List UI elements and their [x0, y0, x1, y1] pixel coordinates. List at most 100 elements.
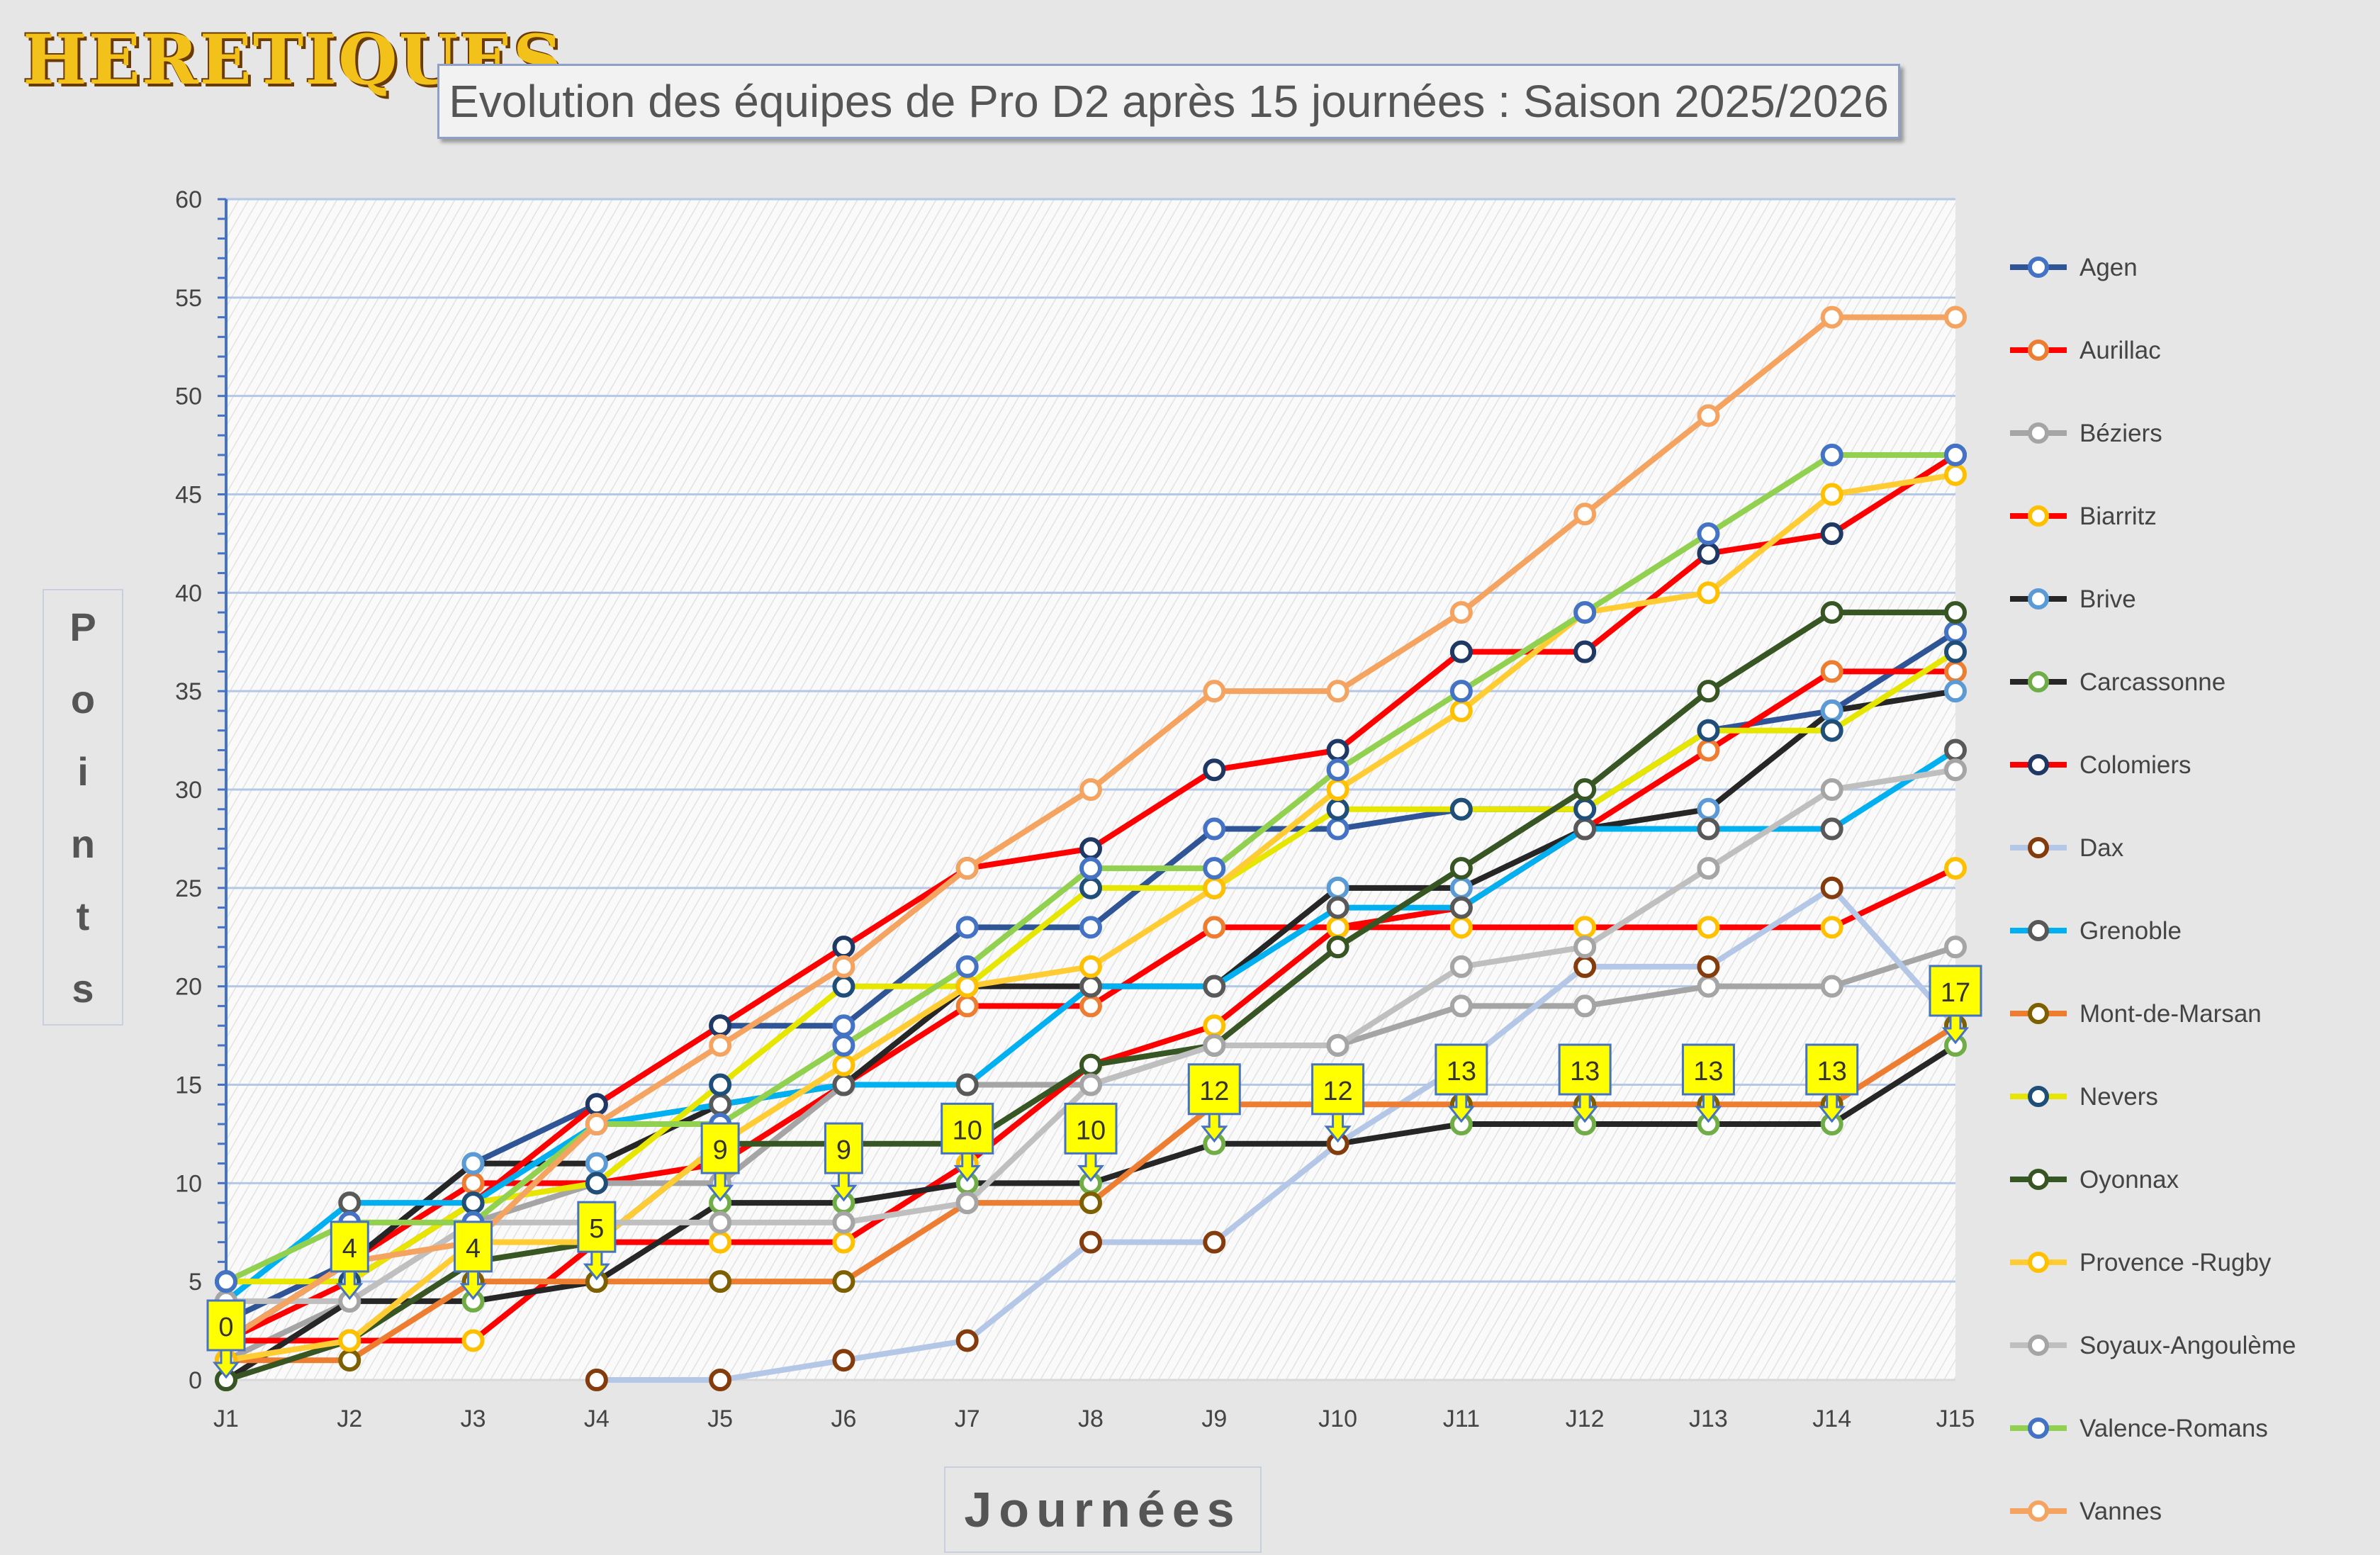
- data-point: [1944, 443, 1967, 466]
- data-point: [709, 1073, 732, 1096]
- legend-item: Mont-de-Marsan: [2010, 1000, 2262, 1028]
- legend-label: Soyaux-Angoulème: [2079, 1332, 2296, 1359]
- data-point: [1079, 1053, 1102, 1077]
- data-point: [1079, 994, 1102, 1018]
- x-tick-label: J12: [1566, 1405, 1605, 1432]
- data-point: [585, 1113, 608, 1136]
- data-point: [955, 1191, 979, 1215]
- svg-text:10: 10: [953, 1116, 982, 1145]
- legend-label: Dax: [2079, 834, 2124, 862]
- data-point: [832, 1230, 855, 1254]
- y-axis-label-letter: n: [70, 821, 96, 866]
- svg-text:17: 17: [1941, 978, 1970, 1008]
- callout-label: 12: [1311, 1063, 1365, 1143]
- data-point: [1326, 778, 1349, 801]
- legend-label: Nevers: [2079, 1083, 2158, 1111]
- data-point: [1079, 837, 1102, 860]
- data-point: [1203, 817, 1226, 841]
- legend-label: Valence-Romans: [2079, 1415, 2268, 1442]
- data-point: [1326, 739, 1349, 762]
- y-tick-label: 45: [175, 482, 202, 509]
- legend-marker: [2028, 754, 2049, 775]
- legend-marker: [2028, 422, 2049, 444]
- data-point: [585, 1152, 608, 1175]
- data-point: [1449, 699, 1473, 722]
- data-point: [1326, 1033, 1349, 1057]
- x-tick-label: J14: [1812, 1405, 1851, 1432]
- data-point: [1079, 1073, 1102, 1096]
- data-point: [1573, 778, 1597, 801]
- legend-label: Oyonnax: [2079, 1166, 2179, 1194]
- x-tick-label: J3: [461, 1405, 486, 1432]
- data-point: [1820, 522, 1843, 546]
- data-point: [1944, 758, 1967, 782]
- data-point: [1820, 916, 1843, 939]
- svg-text:5: 5: [589, 1214, 604, 1244]
- svg-text:13: 13: [1447, 1057, 1476, 1087]
- data-point: [832, 936, 855, 959]
- data-point: [1820, 719, 1843, 742]
- data-point: [1079, 778, 1102, 801]
- data-point: [215, 1270, 237, 1293]
- data-point: [461, 1191, 485, 1215]
- data-point: [955, 955, 979, 978]
- data-point: [1449, 896, 1473, 919]
- data-point: [955, 975, 979, 998]
- data-point: [1697, 739, 1720, 762]
- data-point: [1697, 680, 1720, 703]
- data-point: [1697, 975, 1720, 998]
- data-point: [832, 1053, 855, 1077]
- data-point: [1944, 739, 1967, 762]
- y-tick-label: 15: [175, 1072, 202, 1099]
- data-point: [1944, 936, 1967, 959]
- y-axis-label-letter: P: [69, 604, 96, 649]
- data-point: [709, 1014, 732, 1038]
- data-point: [709, 1230, 732, 1254]
- data-point: [338, 1191, 361, 1215]
- data-point: [1079, 857, 1102, 880]
- data-point: [1944, 680, 1967, 703]
- data-point: [832, 1349, 855, 1372]
- legend-item: Brive: [2010, 585, 2136, 613]
- data-point: [1944, 305, 1967, 329]
- legend-marker: [2028, 1086, 2049, 1107]
- series-nevers: [215, 640, 1967, 1293]
- x-tick-label: J10: [1318, 1405, 1357, 1432]
- legend-marker: [2028, 257, 2049, 278]
- legend-item: Béziers: [2010, 420, 2162, 447]
- data-point: [1573, 916, 1597, 939]
- data-point: [955, 1329, 979, 1352]
- data-point: [461, 1152, 485, 1175]
- callout-label: 4: [454, 1220, 493, 1301]
- data-point: [1449, 640, 1473, 663]
- legend-marker: [2028, 1500, 2049, 1522]
- x-tick-label: J8: [1078, 1405, 1104, 1432]
- data-point: [1820, 305, 1843, 329]
- x-tick-label: J13: [1689, 1405, 1728, 1432]
- data-point: [709, 1369, 732, 1391]
- legend-item: Agen: [2010, 254, 2138, 281]
- chart-title: Evolution des équipes de Pro D2 après 15…: [437, 64, 1900, 139]
- legend-item: Nevers: [2010, 1083, 2158, 1111]
- legend-item: Dax: [2010, 834, 2124, 862]
- y-tick-label: 0: [189, 1367, 202, 1394]
- data-point: [338, 1349, 361, 1372]
- legend-label: Biarritz: [2079, 503, 2157, 530]
- legend-item: Oyonnax: [2010, 1166, 2179, 1194]
- data-point: [1697, 857, 1720, 880]
- data-point: [1697, 541, 1720, 565]
- data-point: [1326, 680, 1349, 703]
- data-point: [1697, 404, 1720, 427]
- y-tick-label: 10: [175, 1170, 202, 1197]
- data-point: [1944, 620, 1967, 644]
- data-point: [461, 1172, 485, 1195]
- data-point: [1079, 876, 1102, 899]
- data-point: [1820, 817, 1843, 841]
- data-point: [1449, 876, 1473, 899]
- callout-label: 13: [1805, 1043, 1859, 1123]
- legend-marker: [2028, 1335, 2049, 1356]
- data-point: [1573, 797, 1597, 821]
- data-point: [955, 994, 979, 1018]
